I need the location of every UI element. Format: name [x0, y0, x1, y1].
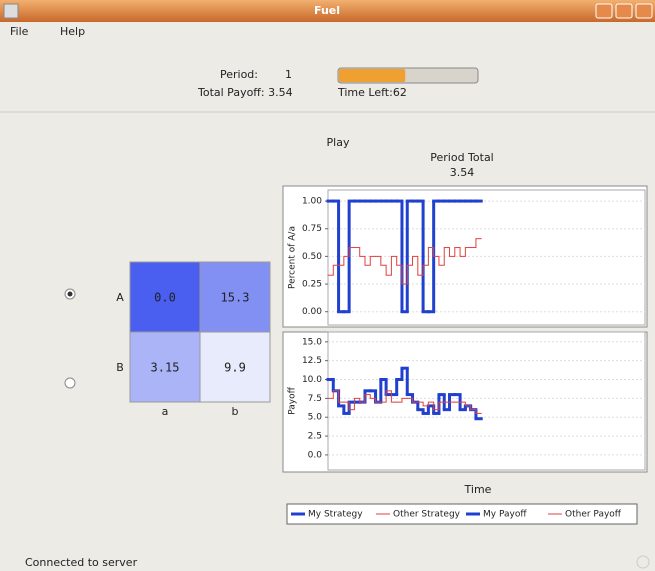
- y-tick-label: 0.50: [302, 252, 322, 262]
- y-tick-label: 12.5: [302, 356, 322, 366]
- legend-label: Other Strategy: [393, 510, 461, 520]
- status-text: Connected to server: [25, 556, 138, 569]
- y-tick-label: 1.00: [302, 197, 322, 207]
- period-label: Period:: [220, 68, 258, 81]
- menu-item[interactable]: Help: [60, 25, 85, 38]
- legend-box: [286, 503, 638, 525]
- cell-value: 3.15: [151, 361, 180, 375]
- y-axis-label: Percent of A/a: [288, 226, 298, 289]
- plot-area: [327, 331, 646, 471]
- y-tick-label: 15.0: [302, 337, 322, 347]
- progress-fill: [339, 69, 406, 82]
- y-tick-label: 0.75: [302, 224, 322, 234]
- plot-area: [327, 189, 646, 326]
- period-total-value: 3.54: [450, 166, 475, 179]
- radio-button[interactable]: [64, 377, 76, 389]
- total-payoff: Total Payoff: 3.54: [197, 86, 293, 99]
- title-bar: [0, 0, 655, 22]
- cell-value: 15.3: [221, 291, 250, 305]
- row-label: B: [116, 361, 124, 374]
- legend-label: My Strategy: [308, 510, 363, 520]
- period-value: 1: [285, 68, 292, 81]
- minimize-button[interactable]: [595, 3, 613, 19]
- cell-value: 0.0: [154, 291, 176, 305]
- play-title: Play: [327, 136, 350, 149]
- y-tick-label: 0.25: [302, 280, 322, 290]
- time-left: Time Left:62: [337, 86, 407, 99]
- column-label: a: [162, 405, 169, 418]
- close-button[interactable]: [635, 3, 653, 19]
- matrix-cell: [129, 331, 201, 403]
- menu-item[interactable]: File: [10, 25, 29, 38]
- y-tick-label: 10.0: [302, 375, 322, 385]
- matrix-cell: [199, 331, 271, 403]
- window-title: Fuel: [314, 4, 340, 17]
- cell-value: 9.9: [224, 361, 246, 375]
- legend-label: My Payoff: [483, 510, 527, 520]
- x-axis-label: Time: [464, 483, 492, 496]
- maximize-button[interactable]: [615, 3, 633, 19]
- y-tick-label: 0.0: [308, 450, 323, 460]
- period-total-label: Period Total: [430, 151, 494, 164]
- busy-indicator: [636, 555, 650, 569]
- y-tick-label: 0.00: [302, 307, 322, 317]
- row-label: A: [116, 291, 124, 304]
- radio-dot: [67, 291, 73, 297]
- y-tick-label: 5.0: [308, 413, 323, 423]
- app-icon: [3, 3, 19, 19]
- y-axis-label: Payoff: [288, 386, 298, 414]
- y-tick-label: 7.5: [308, 394, 322, 404]
- y-tick-label: 2.5: [308, 432, 322, 442]
- column-label: b: [232, 405, 239, 418]
- legend-label: Other Payoff: [565, 510, 622, 520]
